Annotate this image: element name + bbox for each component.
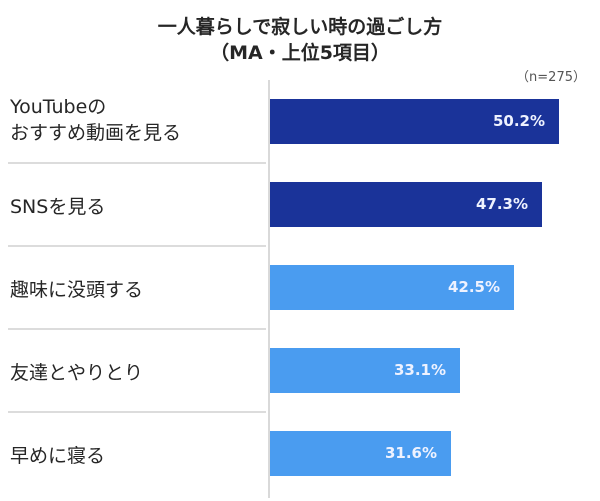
category-label: 友達とやりとり [10,362,144,384]
bar-value: 31.6% [384,444,437,462]
bar: 31.6% [270,431,451,476]
category-label: YouTubeの おすすめ動画を見る [10,94,260,146]
label-line: おすすめ動画を見る [10,122,182,144]
category-label: SNSを見る [10,196,106,218]
chart-title: 一人暮らしで寂しい時の過ごし方 [157,16,443,38]
category-label: 早めに寝る [10,445,106,467]
bar-value: 42.5% [447,278,500,296]
sample-size: （n=275） [516,70,586,85]
row-divider [8,162,266,164]
chart-subtitle: （MA・上位5項目） [210,42,390,64]
label-line: YouTubeの [10,96,107,118]
row-divider [8,328,266,330]
bar-value: 50.2% [492,112,545,130]
bar: 42.5% [270,265,514,310]
bar: 33.1% [270,348,460,393]
row-divider [8,411,266,413]
bar: 47.3% [270,182,542,227]
category-label: 趣味に没頭する [10,279,144,301]
bar-value: 33.1% [393,361,446,379]
bar: 50.2% [270,99,559,144]
y-axis-line [268,80,270,498]
bar-value: 47.3% [475,195,528,213]
row-divider [8,245,266,247]
